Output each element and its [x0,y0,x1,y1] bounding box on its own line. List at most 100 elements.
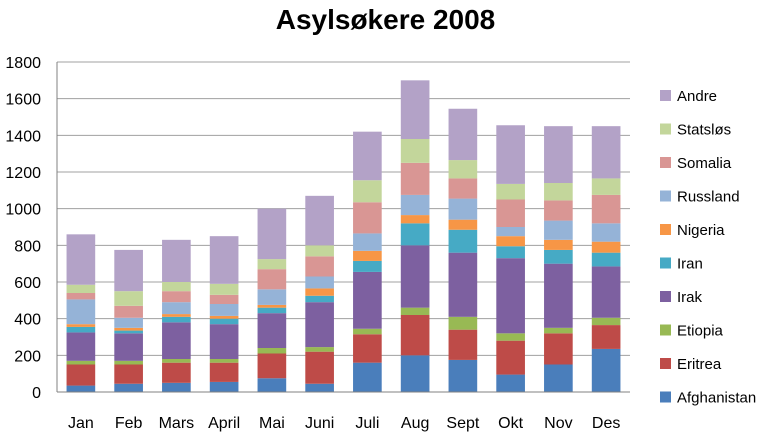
bar-segment [544,333,573,365]
bar-segment [591,241,621,253]
bar-segment [400,139,430,163]
bar-segment [496,258,525,334]
bar-segment [257,378,287,392]
bar-segment [209,236,239,284]
bar-segment [162,314,191,317]
x-tick-label: Aug [401,415,429,432]
bar-segment [591,126,621,179]
bar-segment [496,236,525,247]
bar-segment [257,269,287,290]
y-tick-label: 0 [32,385,41,402]
bar-segment [257,304,287,308]
bar-segment [591,325,621,349]
gridlines [57,61,630,356]
x-tick-label: Feb [115,415,143,432]
bar-segment [353,250,382,261]
bar-segment [448,178,478,199]
bar-segment [66,360,96,365]
legend-swatch [660,157,671,168]
bar-segment [496,227,525,237]
bar-segment [496,374,525,392]
y-tick-label: 600 [14,275,41,292]
bar-segment [66,284,96,293]
bar-segment [305,351,334,384]
x-tick-label: Nov [544,415,572,432]
bar-segment [591,252,621,267]
bar-segment [114,305,143,318]
bar-segment [448,160,478,179]
legend-label: Nigeria [677,222,725,239]
bar-segment [544,239,573,250]
bar-segment [162,322,191,359]
legend-label: Afghanistan [677,390,756,407]
bar-segment [544,249,573,264]
bar-segment [257,353,287,379]
bar-segment [66,324,96,327]
bar-segment [66,299,96,325]
bar-segment [162,291,191,303]
bar-segment [544,183,573,201]
bar-segment [448,198,478,220]
bar-segment [257,313,287,348]
bar-segment [400,215,430,224]
bar-segment [209,381,239,392]
bar-segment [114,327,143,331]
legend-label: Etiopia [677,323,724,340]
bar-segment [496,199,525,227]
bar-segment [591,178,621,195]
bar-segment [305,276,334,289]
bar-segment [353,131,382,181]
legend-swatch [660,90,671,101]
bar-segment [353,180,382,203]
bar-segment [591,317,621,326]
bar-segment [496,333,525,341]
bar-segment [162,316,191,323]
bar-segment [305,256,334,277]
bar-segment [305,195,334,246]
bar-segment [591,223,621,242]
y-tick-label: 800 [14,238,41,255]
x-tick-label: Sept [446,415,479,432]
legend-swatch [660,391,671,403]
bar-segment [544,200,573,221]
y-tick-label: 1000 [5,202,41,219]
bar-segment [544,263,573,328]
bar-segment [114,360,143,365]
bar-segment [209,362,239,382]
bar-segment [544,220,573,240]
bar-segment [162,362,191,383]
bar-segment [353,271,382,329]
bar-segment [257,259,287,270]
bar-segment [305,383,334,392]
bar-segment [114,291,143,306]
bar-segment [400,194,430,216]
bar-segment [400,80,430,139]
bar-segment [114,364,143,384]
y-tick-label: 1600 [5,92,41,109]
bar-segment [448,329,478,360]
bar-segment [66,364,96,386]
bar-segment [209,294,239,304]
bars [66,80,621,392]
legend: Andre Statsløs Somalia Russland Nigeria Iran I… [660,88,756,407]
bar-segment [591,266,621,318]
legend-swatch [660,358,671,369]
bar-segment [448,316,478,330]
bar-segment [209,283,239,295]
x-tick-label: Mai [259,415,285,432]
bar-segment [114,333,143,361]
x-axis-ticks: Jan Feb Mars April Mai Juni Juli Aug Sept Okt Nov D… [68,415,620,432]
bar-segment [400,245,430,308]
bar-segment [448,229,478,253]
chart-title: Asylsøkere 2008 [275,4,496,35]
bar-segment [209,318,239,325]
legend-swatch [660,190,671,202]
bar-segment [114,249,143,292]
bar-segment [162,239,191,282]
bar-segment [114,330,143,334]
bar-segment [305,295,334,303]
bar-segment [257,208,287,260]
legend-swatch [660,291,671,302]
bar-segment [591,348,621,392]
